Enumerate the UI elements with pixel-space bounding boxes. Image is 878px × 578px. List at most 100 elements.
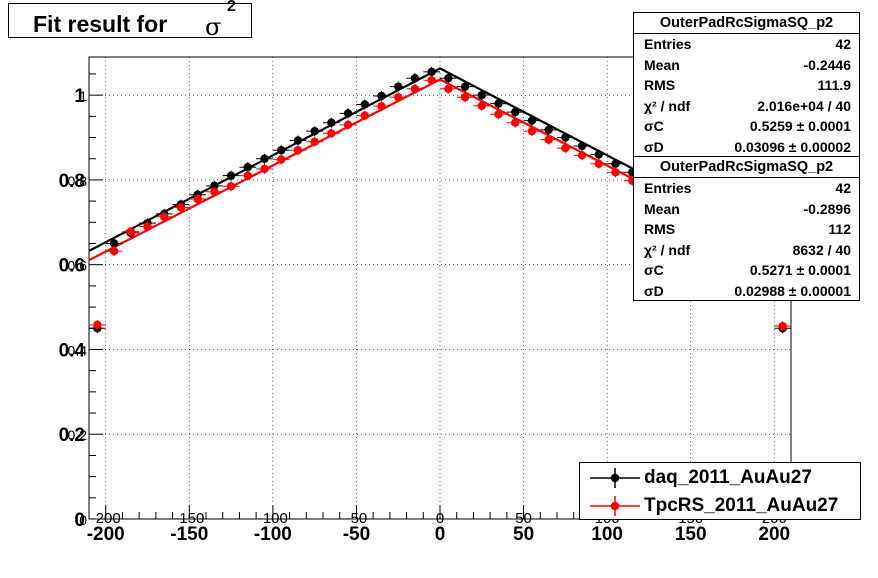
data-point [561,133,570,142]
data-point [93,320,102,330]
data-point [260,164,269,174]
legend-entry-tpcrs: TpcRS_2011_AuAu27 [580,492,860,521]
data-point [310,137,319,146]
y-tick-label-inner: 1 [79,88,87,104]
data-point [544,125,553,135]
data-point [143,222,152,231]
x-tick-label: -150 [170,524,208,545]
data-point [494,110,503,119]
y-tick-label: 0.2 [59,425,85,446]
data-point [243,163,252,172]
data-point [594,150,603,159]
stats-row-chi2: χ² / ndf 2.016e+04 / 40 [644,97,851,114]
stats-box-tpcrs: OuterPadRcSigmaSQ_p2 Entries 42 Mean -0.28… [633,156,860,301]
stats-row-chi2: χ² / ndf 8632 / 40 [644,241,851,258]
data-point [544,135,553,144]
x-tick-label: -200 [87,524,125,545]
stats-row-rms: RMS 112 [644,221,851,237]
legend-entry-daq: daq_2011_AuAu27 [580,464,860,493]
data-point [561,143,570,153]
data-point [210,181,219,191]
x-tick-label-inner: -200 [91,510,121,527]
data-point [494,99,503,108]
data-point [310,126,319,136]
legend-label-tpcrs: TpcRS_2011_AuAu27 [644,495,839,516]
data-point [394,82,403,91]
data-point [460,93,470,102]
x-tick-label: -50 [343,524,370,545]
stats-row-rms: RMS 111.9 [644,77,851,93]
data-point [176,203,186,212]
data-point [360,111,369,120]
stats-row-sigma-c: σC 0.5259 ± 0.0001 [644,118,851,134]
data-point [210,187,219,196]
data-point [126,227,135,236]
x-tick-label-inner: -50 [346,510,368,527]
data-point [327,118,336,127]
data-point [193,194,202,204]
data-point [594,159,603,169]
data-point [226,182,236,191]
x-tick-label: 200 [758,524,790,545]
data-point [611,168,620,177]
data-point [377,91,386,101]
x-tick-label: 100 [591,524,623,545]
data-point [226,171,236,180]
data-point [444,73,453,83]
y-tick-label: 0.4 [59,340,86,361]
data-point [260,154,269,163]
data-point [243,171,252,180]
y-tick-label-inner: 0.8 [68,173,88,189]
stats-row-sigma-c: σC 0.5271 ± 0.0001 [644,262,851,278]
chart-legend: daq_2011_AuAu27 TpcRS_2011_AuAu27 [579,462,861,520]
data-point [460,82,470,91]
legend-marker-daq [590,468,640,488]
stats-row-sigma-d: σD 0.03096 ± 0.00002 [644,138,851,155]
data-point [293,136,303,145]
y-tick-label: 0 [74,510,85,531]
x-tick-label: 50 [513,524,534,545]
stats-box-daq: OuterPadRcSigmaSQ_p2 Entries 42 Mean -0.24… [633,12,860,160]
data-point [511,118,520,127]
data-point [477,90,486,100]
x-tick-label-inner: 0 [436,510,444,527]
data-point [277,146,286,155]
y-tick-label: 0.8 [59,171,85,192]
data-point [577,151,587,160]
data-point [394,93,403,102]
chart-title: Fit result for [33,11,168,37]
data-point [611,159,620,169]
chart-title-symbol: σ [205,13,222,41]
x-tick-label: 0 [435,524,446,545]
y-tick-label: 1 [74,86,85,107]
data-point [360,100,369,109]
stats-title: OuterPadRcSigmaSQ_p2 [634,157,859,178]
y-tick-label-inner: 0.2 [68,427,88,443]
data-point [410,84,420,93]
data-point [577,141,587,151]
data-point [293,146,303,155]
stats-row-mean: Mean -0.2446 [644,56,851,73]
stats-row-sigma-d: σD 0.02988 ± 0.00001 [644,282,851,299]
x-tick-label: -100 [254,524,292,545]
data-point [511,107,520,117]
stats-row-entries: Entries 42 [644,180,851,196]
data-point [343,109,353,118]
stats-row-entries: Entries 42 [644,36,851,52]
legend-marker-tpcrs [590,496,640,516]
data-point [327,129,336,138]
data-point [527,116,537,125]
y-tick-label: 0.6 [59,256,85,277]
x-tick-label-inner: -100 [258,510,288,527]
data-point [343,120,353,130]
stats-title: OuterPadRcSigmaSQ_p2 [634,13,859,34]
stats-row-mean: Mean -0.2896 [644,200,851,217]
data-point [444,84,453,93]
y-tick-label-inner: 0.4 [68,342,88,358]
y-tick-label-inner: 0 [79,512,87,528]
chart-title-box: Fit result for σ 2 [8,0,252,41]
x-tick-label: 150 [675,524,707,545]
data-point [160,212,169,221]
y-tick-label-inner: 0.6 [68,258,88,274]
data-point [778,321,787,331]
